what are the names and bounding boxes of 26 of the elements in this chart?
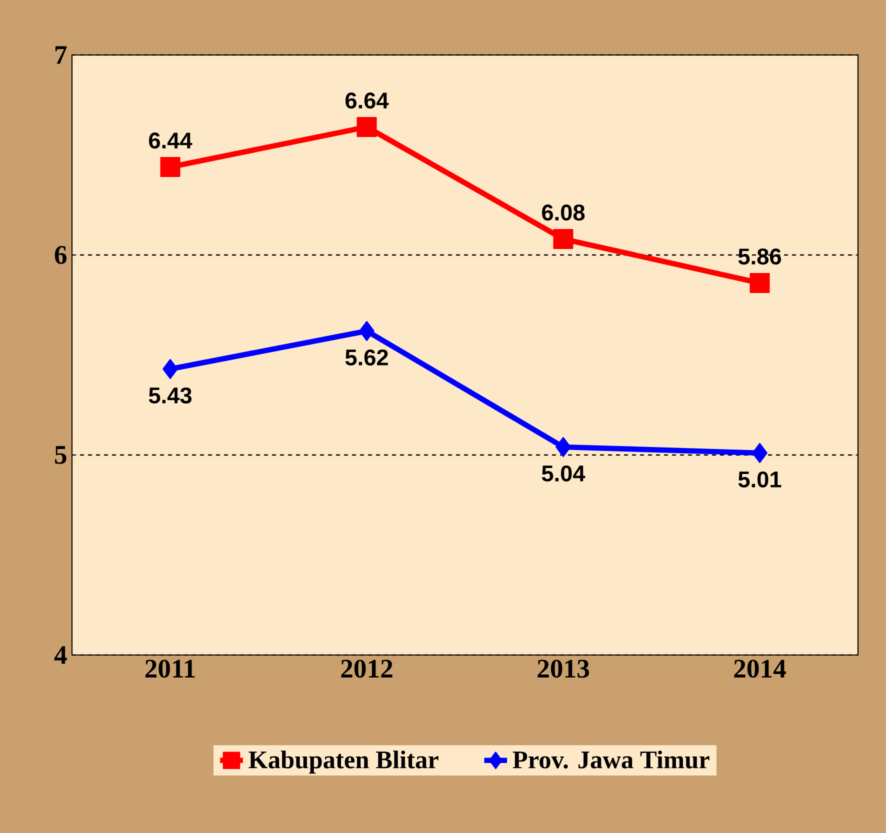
data-label: 5.43	[148, 387, 192, 404]
data-label: 5.04	[542, 465, 586, 482]
data-label: 5.86	[738, 248, 781, 265]
data-label: 6.44	[149, 132, 192, 149]
y-tick-label: 5	[55, 446, 66, 464]
x-tick-label: 2014	[734, 660, 786, 678]
y-tick-label: 4	[54, 646, 67, 664]
point	[356, 117, 377, 137]
y-tick-label: 7	[55, 46, 67, 64]
point	[750, 272, 770, 294]
x-tick-label: 2013	[538, 660, 590, 678]
legend-label: Kabupaten Blitar	[248, 750, 438, 774]
data-label: 6.08	[542, 204, 585, 221]
x-tick-label: 2011	[145, 660, 195, 678]
point	[160, 156, 180, 178]
y-tick-label: 6	[54, 246, 66, 264]
point	[162, 359, 178, 380]
data-label: 6.64	[346, 92, 389, 109]
point	[752, 443, 768, 464]
x-tick-label: 2012	[341, 660, 392, 678]
legend-label: Prov. Jawa Timur	[512, 750, 710, 769]
point	[556, 437, 571, 458]
point	[553, 229, 574, 249]
point	[359, 321, 374, 341]
data-label: 5.01	[738, 471, 782, 488]
data-label: 5.62	[345, 349, 388, 366]
